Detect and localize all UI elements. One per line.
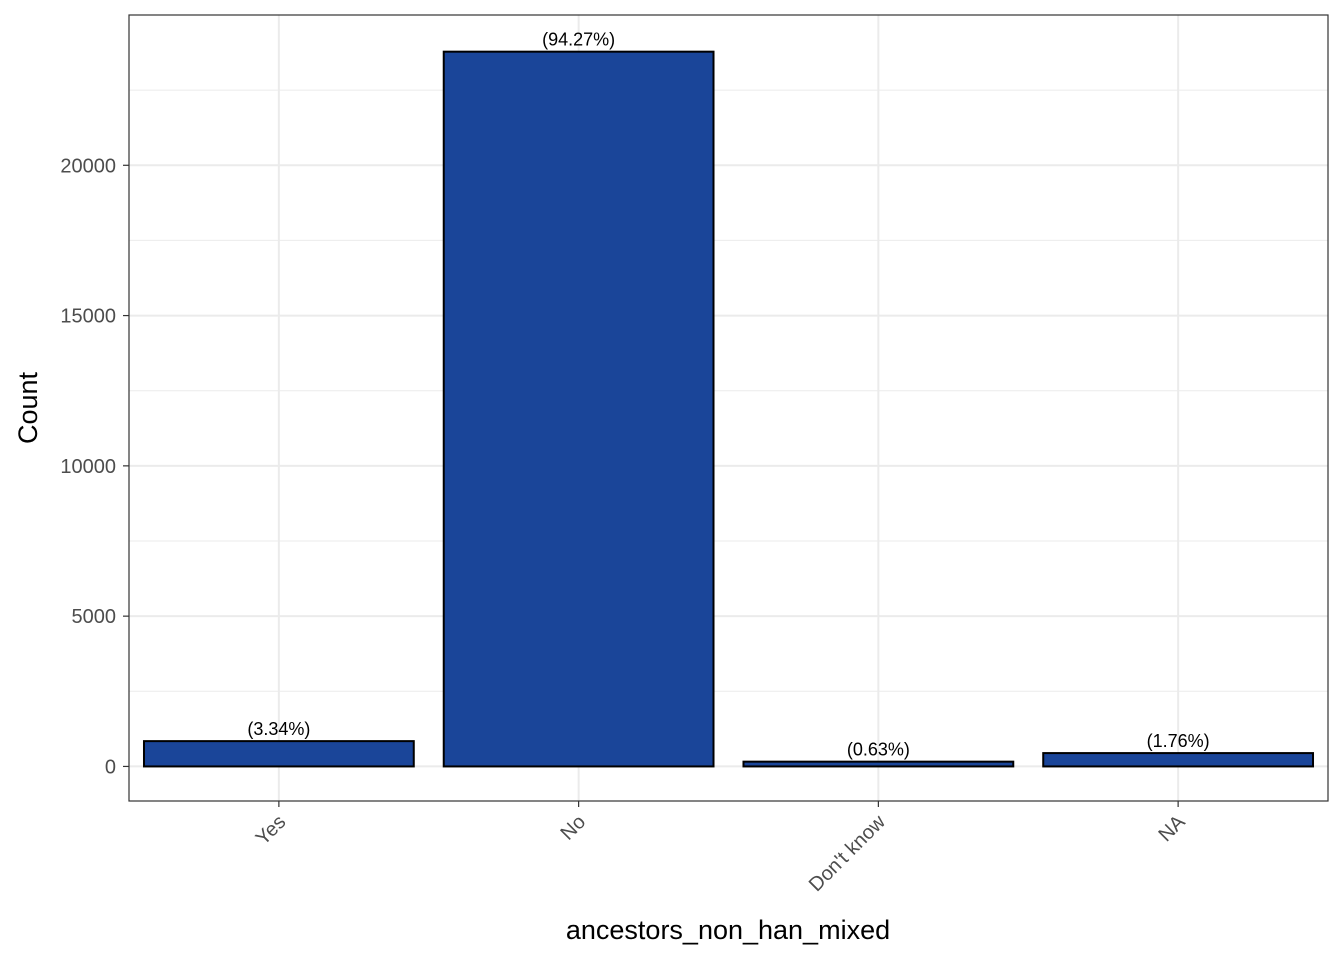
data-label: (94.27%) bbox=[542, 30, 615, 50]
bar-no bbox=[442, 50, 715, 768]
data-label: (1.76%) bbox=[1147, 731, 1210, 751]
y-tick-label: 15000 bbox=[60, 306, 116, 328]
panel-border bbox=[128, 14, 1329, 802]
bars bbox=[142, 50, 1315, 768]
y-axis-title: Count bbox=[13, 371, 43, 444]
bar-yes bbox=[142, 740, 415, 768]
x-axis-title: ancestors_non_han_mixed bbox=[566, 915, 890, 945]
y-tick-label: 20000 bbox=[60, 155, 116, 177]
data-labels: (3.34%) (94.27%) (0.63%) (1.76%) bbox=[247, 30, 1209, 760]
data-label: (0.63%) bbox=[847, 740, 910, 760]
y-tick-label: 0 bbox=[105, 756, 116, 778]
bar-na bbox=[1042, 752, 1315, 768]
grid-lines bbox=[129, 15, 1328, 801]
y-tick-label: 5000 bbox=[72, 606, 117, 628]
y-tick-label: 10000 bbox=[60, 456, 116, 478]
data-label: (3.34%) bbox=[247, 719, 310, 739]
bar-don-t-know bbox=[742, 760, 1015, 768]
